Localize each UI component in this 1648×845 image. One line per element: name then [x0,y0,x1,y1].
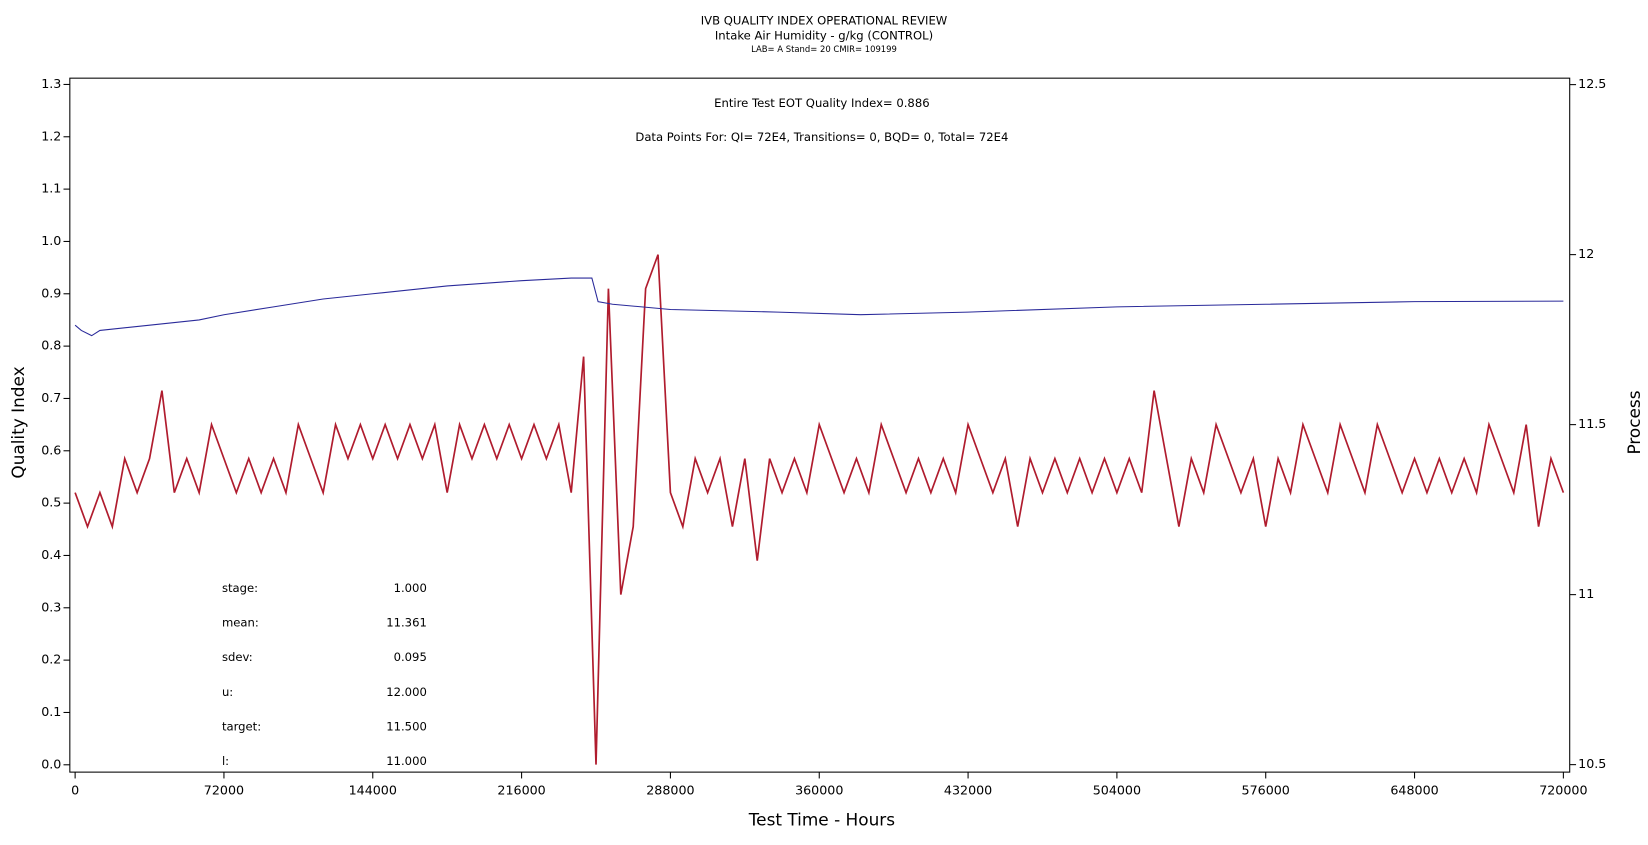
y2-tick-label: 11.5 [1578,416,1606,431]
y2-tick-label: 12.5 [1578,76,1606,91]
y-tick-label: 0.3 [41,599,61,614]
y-tick-label: 0.6 [41,442,61,457]
y-tick-label: 0.7 [41,390,61,405]
y-tick-label: 1.2 [41,128,61,143]
chart-subtitle: Intake Air Humidity - g/kg (CONTROL) [715,28,933,42]
y2-tick-label: 12 [1578,246,1594,261]
y-tick-label: 0.8 [41,338,61,353]
y-tick-label: 1.1 [41,181,61,196]
stat-label: l: [222,754,229,768]
x-tick-label: 432000 [944,783,992,798]
y-tick-label: 0.4 [41,547,61,562]
x-tick-label: 72000 [204,783,244,798]
x-tick-label: 216000 [497,783,545,798]
stat-value: 11.500 [386,719,427,733]
x-tick-label: 288000 [646,783,694,798]
stat-label: stage: [222,581,258,595]
x-tick-label: 144000 [349,783,397,798]
stat-label: mean: [222,615,259,629]
y-tick-label: 1.3 [41,76,61,91]
x-tick-label: 504000 [1093,783,1141,798]
stat-value: 0.095 [394,650,427,664]
stat-value: 11.000 [386,754,427,768]
stat-label: u: [222,685,233,699]
chart-subtitle: LAB= A Stand= 20 CMIR= 109199 [751,44,897,54]
y-tick-label: 0.0 [41,756,61,771]
x-tick-label: 576000 [1242,783,1290,798]
stat-value: 11.361 [386,615,427,629]
x-tick-label: 648000 [1390,783,1438,798]
y2-tick-label: 10.5 [1578,756,1606,771]
y-axis-label: Quality Index [8,366,28,478]
series-line [74,277,1564,337]
y-tick-label: 0.2 [41,652,61,667]
y2-tick-label: 11 [1578,586,1594,601]
y-tick-label: 0.1 [41,704,61,719]
chart-title: IVB QUALITY INDEX OPERATIONAL REVIEW [701,14,948,28]
y-tick-label: 1.0 [41,233,61,248]
stat-value: 1.000 [394,581,427,595]
x-tick-label: 720000 [1539,783,1587,798]
x-tick-label: 360000 [795,783,843,798]
x-tick-label: 0 [71,783,79,798]
stat-label: sdev: [222,650,253,664]
annotation: Entire Test EOT Quality Index= 0.886 [714,96,929,110]
stat-value: 12.000 [386,685,427,699]
series-line [74,254,1565,765]
y-tick-label: 0.5 [41,495,61,510]
x-axis-label: Test Time - Hours [748,810,895,830]
stat-label: target: [222,719,261,733]
y-tick-label: 0.9 [41,285,61,300]
y2-axis-label: Process [1624,390,1644,454]
annotation: Data Points For: QI= 72E4, Transitions= … [635,130,1008,144]
